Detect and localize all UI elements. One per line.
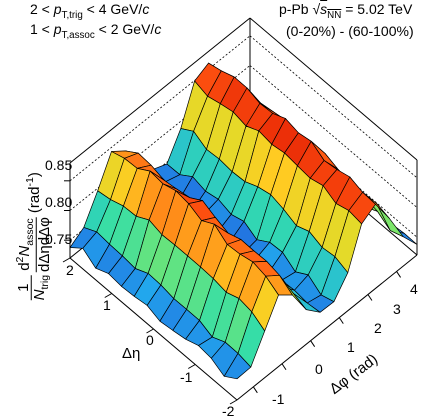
eta-tick-label: -1 [180,369,193,385]
z-tick-label: 0.75 [45,231,73,247]
phi-tick-mark [396,271,402,278]
z-tick-label: 0.85 [45,157,73,173]
eta-tick-mark [146,328,154,334]
eta-tick-mark [62,257,71,263]
back-gridline [249,35,418,179]
phi-tick-mark [252,386,258,394]
surface-cell [223,353,252,380]
phi-tick-mark [281,363,287,371]
back-gridline [69,35,251,182]
eta-tick-mark [188,364,196,369]
eta-axis-title: Δη [122,345,141,362]
eta-tick-label: 0 [146,332,154,348]
phi-tick-label: 2 [374,320,382,336]
trigger-pt-condition: 2 < pT,trig < 4 GeV/c [30,1,150,21]
assoc-pt-condition: 1 < pT,assoc < 2 GeV/c [30,21,162,41]
back-wall-edge [249,17,418,161]
axis-ticks [62,180,402,405]
eta-tick-label: 1 [103,297,111,313]
back-wall-edge [69,17,251,164]
phi-tick-label: -1 [272,391,285,407]
phi-tick-label: 1 [347,339,355,355]
phi-tick-mark [338,317,344,324]
eta-tick-label: 2 [66,262,74,278]
eta-tick-mark [104,293,112,298]
z-tick-label: 0.80 [45,194,73,210]
eta-tick-label: -2 [222,403,235,419]
surface-mesh [69,62,418,380]
phi-tick-label: 4 [410,281,418,297]
eta-tick-mark [229,399,238,405]
phi-tick-mark [367,294,373,301]
phi-tick-label: 0 [315,361,323,377]
phi-tick-mark [310,340,316,347]
phi-tick-label: 3 [393,301,401,317]
phi-axis-line [236,254,418,401]
back-gridline [249,65,418,208]
collision-system-label: p-Pb √sNN = 5.02 TeV [279,1,413,21]
centrality-label: (0-20%) - (60-100%) [286,23,414,39]
